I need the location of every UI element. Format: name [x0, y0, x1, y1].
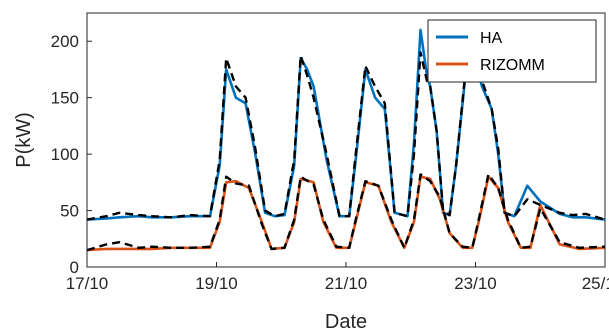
y-tick-label: 150: [51, 89, 79, 108]
x-tick-label: 25/10: [582, 274, 609, 293]
x-tick-label: 17/10: [66, 274, 109, 293]
legend-label-ha: HA: [480, 30, 503, 47]
dashed-reference-line-3: [86, 173, 606, 252]
legend: HA RIZOMM: [427, 19, 597, 83]
x-axis-ticks: 17/10 19/10 21/10 23/10 25/10: [66, 262, 609, 293]
x-tick-label: 23/10: [454, 274, 497, 293]
x-tick-label: 21/10: [325, 274, 368, 293]
y-axis-label: P(kW): [13, 112, 35, 168]
x-tick-label: 19/10: [195, 274, 238, 293]
plot-lines: [86, 28, 606, 252]
y-tick-label: 100: [51, 145, 79, 164]
x-axis-label: Date: [325, 311, 367, 333]
y-tick-label: 200: [51, 32, 79, 51]
legend-label-rizomm: RIZOMM: [480, 57, 545, 74]
legend-box: [427, 19, 597, 83]
dashed-reference-line-2: [86, 34, 606, 221]
y-axis-ticks: 0 50 100 150 200: [51, 32, 92, 277]
y-tick-label: 0: [70, 258, 79, 277]
y-tick-label: 50: [60, 202, 79, 221]
